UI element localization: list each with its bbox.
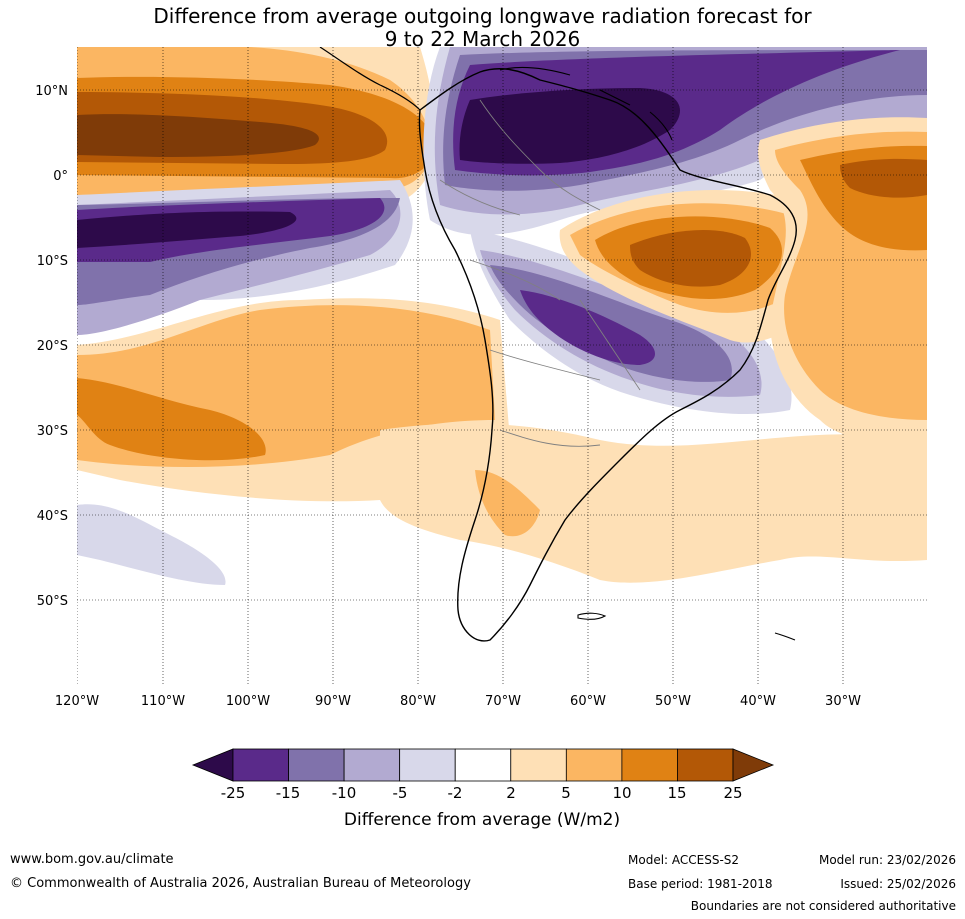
anomaly-region-sw-pacific-neg [77, 504, 226, 585]
legend-tick-labels: -25 -15 -10 -5 -2 2 5 10 15 25 [221, 784, 743, 802]
legend-tick-4: -2 [448, 784, 463, 802]
lat-label-50s: 50°S [37, 594, 68, 609]
map-field [77, 47, 927, 685]
legend-arrow-high [732, 748, 775, 782]
legend-swatch-8 [677, 748, 734, 782]
legend-swatches [191, 748, 775, 782]
lat-label-30s: 30°S [37, 424, 68, 439]
legend-tick-8: 15 [667, 784, 686, 802]
legend-swatch-2 [343, 748, 401, 782]
legend-tick-9: 25 [723, 784, 742, 802]
chart-title: Difference from average outgoing longwav… [0, 5, 965, 51]
country-borders [439, 99, 641, 447]
lon-label-120w: 120°W [55, 694, 99, 709]
legend-swatch-1 [288, 748, 345, 782]
legend-label: Difference from average (W/m2) [344, 810, 620, 830]
anomaly-region-north-pacific-peak [77, 114, 319, 157]
lat-label-0: 0° [53, 169, 68, 184]
legend-swatch-0 [232, 748, 289, 782]
lon-label-30w: 30°W [825, 694, 861, 709]
anomaly-region-eq-pacific-peak [77, 211, 297, 248]
footer-disclaimer: Boundaries are not considered authoritat… [690, 899, 956, 913]
title-line-1: Difference from average outgoing longwav… [153, 4, 812, 28]
footer-website[interactable]: www.bom.gov.au/climate [10, 852, 174, 867]
lat-label-40s: 40°S [37, 509, 68, 524]
graticule [77, 47, 927, 685]
lon-label-70w: 70°W [485, 694, 521, 709]
legend-arrow-low [191, 748, 234, 782]
legend-tick-1: -15 [276, 784, 301, 802]
lon-label-90w: 90°W [315, 694, 351, 709]
lon-label-80w: 80°W [400, 694, 436, 709]
title-line-2: 9 to 22 March 2026 [384, 27, 581, 51]
legend-tick-6: 5 [561, 784, 571, 802]
legend-swatch-5 [510, 748, 567, 782]
lat-label-10n: 10°N [35, 84, 68, 99]
caribbean-islands [499, 66, 673, 141]
south-georgia [774, 632, 796, 641]
south-america-coastline [418, 68, 797, 642]
anomaly-region-south-pacific-strong [77, 378, 266, 461]
legend-swatch-6 [565, 748, 623, 782]
anomaly-region-brazil-east-strong [630, 229, 752, 287]
lat-label-20s: 20°S [37, 339, 68, 354]
lon-label-60w: 60°W [570, 694, 606, 709]
lon-label-40w: 40°W [740, 694, 776, 709]
footer-model: Model: ACCESS-S2 [628, 853, 740, 867]
footer-base-period: Base period: 1981-2018 [628, 877, 773, 891]
legend-swatch-3 [399, 748, 456, 782]
legend-swatch-7 [621, 748, 678, 782]
anomaly-region-atlantic-strong [840, 158, 927, 198]
legend-tick-5: 2 [506, 784, 516, 802]
anomaly-region-brazil-diag-neg-25 [520, 290, 655, 365]
anomaly-region-southern-band [380, 423, 927, 583]
lon-label-50w: 50°W [655, 694, 691, 709]
footer-model-run: Model run: 23/02/2026 [818, 853, 956, 867]
legend-tick-7: 10 [612, 784, 631, 802]
legend-tick-2: -10 [332, 784, 357, 802]
falkland-islands [577, 612, 607, 620]
olr-anomaly-map: 10°N 0° 10°S 20°S 30°S 40°S 50°S 120°W 1… [35, 47, 927, 709]
lon-label-100w: 100°W [226, 694, 270, 709]
footer-copyright: © Commonwealth of Australia 2026, Austra… [10, 876, 471, 891]
central-america-coastline [319, 47, 421, 111]
legend-tick-3: -5 [393, 784, 408, 802]
lon-label-110w: 110°W [141, 694, 185, 709]
anomaly-region-patagonia-orange [475, 470, 540, 537]
footer-issued: Issued: 25/02/2026 [840, 877, 956, 891]
legend-tick-0: -25 [221, 784, 246, 802]
legend-swatch-4 [454, 748, 512, 782]
lat-label-10s: 10°S [37, 254, 68, 269]
